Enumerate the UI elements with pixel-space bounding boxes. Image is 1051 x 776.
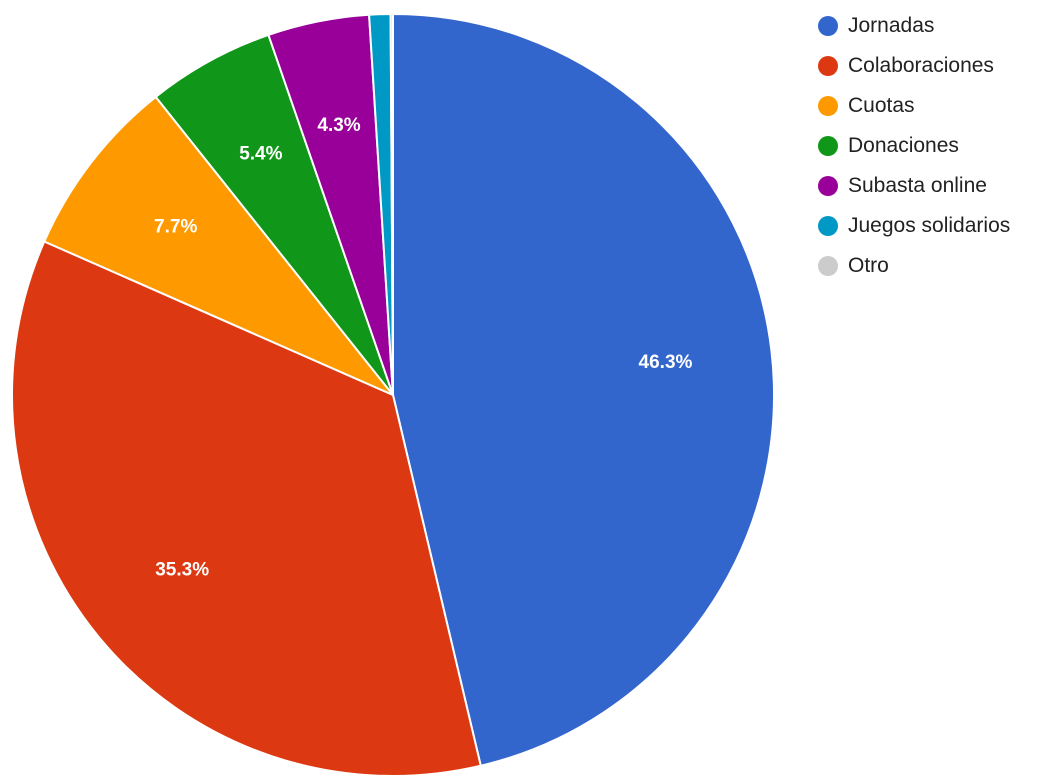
legend-item-colaboraciones: Colaboraciones bbox=[818, 46, 1010, 86]
legend-label: Colaboraciones bbox=[848, 54, 994, 77]
legend-label: Otro bbox=[848, 254, 889, 277]
slice-label-colaboraciones: 35.3% bbox=[155, 560, 209, 581]
pie-plot-area: 46.3% 35.3% 7.7% 5.4% 4.3% bbox=[11, 12, 775, 776]
legend-swatch bbox=[818, 256, 838, 276]
legend-swatch bbox=[818, 56, 838, 76]
slice-label-donaciones: 5.4% bbox=[239, 144, 282, 165]
slice-label-subasta-online: 4.3% bbox=[317, 115, 360, 136]
legend-item-otro: Otro bbox=[818, 246, 1010, 286]
legend-item-subasta-online: Subasta online bbox=[818, 166, 1010, 206]
slice-label-cuotas: 7.7% bbox=[154, 217, 197, 238]
legend-label: Cuotas bbox=[848, 94, 915, 117]
legend-swatch bbox=[818, 176, 838, 196]
legend-item-donaciones: Donaciones bbox=[818, 126, 1010, 166]
legend-label: Juegos solidarios bbox=[848, 214, 1011, 237]
pie-slice-colaboraciones bbox=[11, 240, 482, 776]
pie-slice-cuotas bbox=[42, 95, 394, 396]
pie-slice-jornadas bbox=[392, 12, 775, 767]
legend-swatch bbox=[818, 216, 838, 236]
legend-item-juegos-solidarios: Juegos solidarios bbox=[818, 206, 1010, 246]
legend-item-jornadas: Jornadas bbox=[818, 6, 1010, 46]
legend-swatch bbox=[818, 136, 838, 156]
pie-slice-otro bbox=[389, 12, 394, 396]
legend-label: Donaciones bbox=[848, 134, 959, 157]
slice-label-jornadas: 46.3% bbox=[639, 352, 693, 373]
legend-label: Jornadas bbox=[848, 14, 935, 37]
legend-item-cuotas: Cuotas bbox=[818, 86, 1010, 126]
legend-swatch bbox=[818, 96, 838, 116]
chart-legend: Jornadas Colaboraciones Cuotas Donaciones Su… bbox=[818, 6, 1010, 286]
legend-label: Subasta online bbox=[848, 174, 987, 197]
legend-swatch bbox=[818, 16, 838, 36]
